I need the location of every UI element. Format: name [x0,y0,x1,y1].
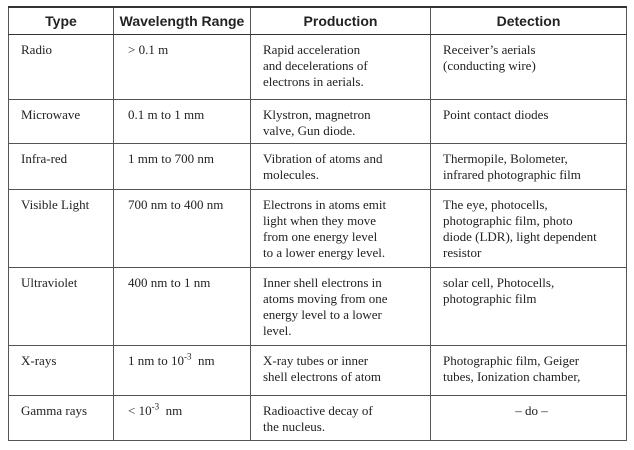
cell-line: Photographic film, Geiger [443,353,580,368]
cell-text: Gamma rays [21,403,88,418]
cell-text: Microwave [21,107,81,122]
cell-text: Infra-red [21,151,68,166]
table-cell: Visible Light [8,189,114,268]
cell-line: electrons in aerials. [263,74,364,89]
cell-line: and decelerations of [263,58,368,73]
cell-line: photographic film [443,291,537,306]
cell-line: Receiver’s aerials [443,42,536,57]
em-spectrum-table: Type Wavelength Range Production Detection … [8,6,627,441]
cell-line: – do – [515,403,548,418]
range-exponent: -3 [151,401,160,412]
column-header: Wavelength Range [113,6,251,35]
cell-text: X-rays [21,353,57,368]
cell-line: infrared photographic film [443,167,581,182]
range-base: < 10 [128,403,152,418]
table-cell: < 10-3 nm [113,395,251,441]
table-cell: Radio [8,34,114,100]
table-body: Radio > 0.1 m Rapid acceleration and decele… [8,34,627,441]
table-cell: 400 nm to 1 nm [113,267,251,346]
cell-text: 400 nm to 1 nm [128,275,211,290]
cell-line: Electrons in atoms emit [263,197,387,212]
cell-text: > 0.1 m [128,42,169,57]
table-cell: Receiver’s aerials (conducting wire) [430,34,627,100]
table-cell: Inner shell electrons in atoms moving fro… [250,267,431,346]
cell-line: solar cell, Photocells, [443,275,555,290]
cell-line: molecules. [263,167,319,182]
cell-text: Radio [21,42,53,57]
cell-line: diode (LDR), light dependent [443,229,597,244]
table-cell: – do – [430,395,627,441]
table-cell: Infra-red [8,143,114,190]
table-cell: Point contact diodes [430,99,627,144]
table-cell: The eye, photocells, photographic film, p… [430,189,627,268]
cell-line: X-ray tubes or inner [263,353,369,368]
cell-line: atoms moving from one [263,291,388,306]
table-cell: 700 nm to 400 nm [113,189,251,268]
cell-text: 700 nm to 400 nm [128,197,224,212]
cell-line: Inner shell electrons in [263,275,382,290]
table-cell: 1 mm to 700 nm [113,143,251,190]
cell-line: (conducting wire) [443,58,536,73]
cell-line: the nucleus. [263,419,326,434]
column-header: Detection [430,6,627,35]
table-cell: Ultraviolet [8,267,114,346]
table-row: X-rays 1 nm to 10-3 nm X-ray tubes or inne… [8,345,627,396]
cell-line: resistor [443,245,482,260]
range-exponent: -3 [183,351,192,362]
cell-line: valve, Gun diode. [263,123,356,138]
table-cell: Klystron, magnetron valve, Gun diode. [250,99,431,144]
table-row: Radio > 0.1 m Rapid acceleration and decele… [8,34,627,100]
cell-line: photographic film, photo [443,213,573,228]
table-row: Infra-red 1 mm to 700 nm Vibration of atom… [8,143,627,190]
table-cell: Vibration of atoms and molecules. [250,143,431,190]
table-cell: Electrons in atoms emit light when they m… [250,189,431,268]
cell-line: to a lower energy level. [263,245,386,260]
cell-text: 0.1 m to 1 mm [128,107,205,122]
table-row: Visible Light 700 nm to 400 nm Electrons i… [8,189,627,268]
cell-line: Point contact diodes [443,107,549,122]
table-wrap: Type Wavelength Range Production Detection … [8,6,627,441]
range-unit: nm [197,353,215,368]
cell-text: Visible Light [21,197,90,212]
table-cell: Microwave [8,99,114,144]
table-cell: > 0.1 m [113,34,251,100]
cell-text: 1 mm to 700 nm [128,151,214,166]
cell-line: level. [263,323,292,338]
table-cell: Gamma rays [8,395,114,441]
cell-line: Rapid acceleration [263,42,361,57]
column-header: Production [250,6,431,35]
column-header: Type [8,6,114,35]
cell-line: tubes, Ionization chamber, [443,369,581,384]
table-cell: Photographic film, Geiger tubes, Ionizati… [430,345,627,396]
cell-line: energy level to a lower [263,307,382,322]
cell-line: Radioactive decay of [263,403,373,418]
cell-line: from one energy level [263,229,378,244]
table-cell: Radioactive decay of the nucleus. [250,395,431,441]
cell-line: The eye, photocells, [443,197,548,212]
table-cell: solar cell, Photocells, photographic film [430,267,627,346]
table-cell: 1 nm to 10-3 nm [113,345,251,396]
cell-line: Klystron, magnetron [263,107,371,122]
table-cell: X-rays [8,345,114,396]
header-row: Type Wavelength Range Production Detection [8,6,627,35]
table-cell: X-ray tubes or inner shell electrons of a… [250,345,431,396]
cell-line: shell electrons of atom [263,369,382,384]
range-base: 1 nm to 10 [128,353,184,368]
table-row: Ultraviolet 400 nm to 1 nm Inner shell ele… [8,267,627,346]
table-cell: Rapid acceleration and decelerations of el… [250,34,431,100]
cell-line: Vibration of atoms and [263,151,383,166]
cell-line: light when they move [263,213,377,228]
range-unit: nm [165,403,183,418]
cell-text: Ultraviolet [21,275,78,290]
cell-line: Thermopile, Bolometer, [443,151,568,166]
table-cell: 0.1 m to 1 mm [113,99,251,144]
table-cell: Thermopile, Bolometer, infrared photograp… [430,143,627,190]
table-row: Gamma rays < 10-3 nm Radioactive decay of t… [8,395,627,441]
table-row: Microwave 0.1 m to 1 mm Klystron, magnetro… [8,99,627,144]
